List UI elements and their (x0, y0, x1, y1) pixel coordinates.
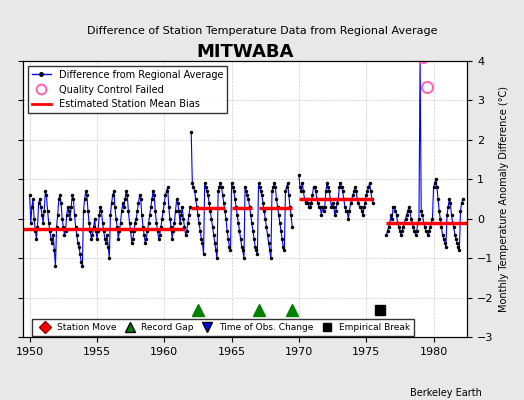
Text: Difference of Station Temperature Data from Regional Average: Difference of Station Temperature Data f… (87, 26, 437, 36)
Legend: Station Move, Record Gap, Time of Obs. Change, Empirical Break: Station Move, Record Gap, Time of Obs. C… (32, 319, 413, 336)
Text: Berkeley Earth: Berkeley Earth (410, 388, 482, 398)
Title: MITWABA: MITWABA (196, 43, 294, 61)
Y-axis label: Monthly Temperature Anomaly Difference (°C): Monthly Temperature Anomaly Difference (… (499, 86, 509, 312)
